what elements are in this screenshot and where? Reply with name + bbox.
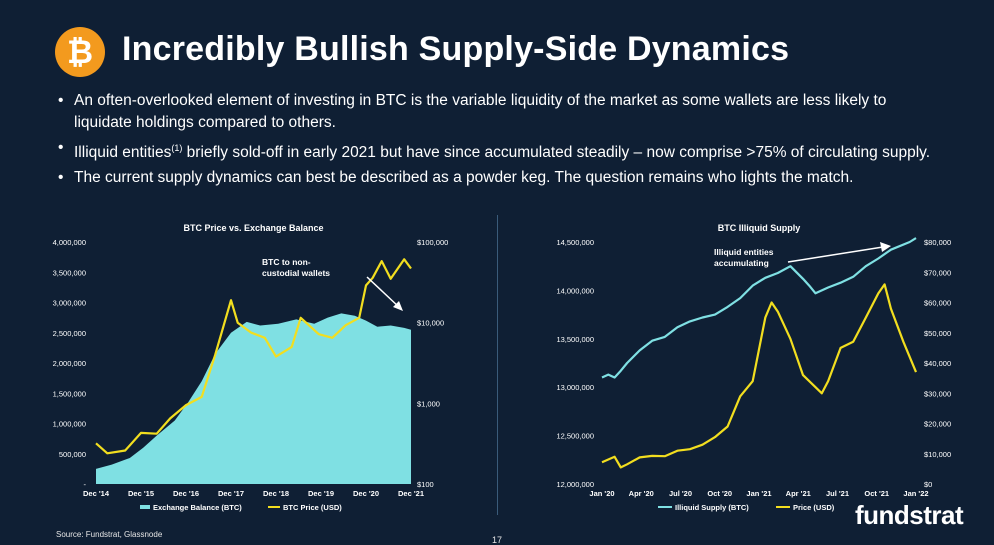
legend-label-illiquid-supply: Illiquid Supply (BTC): [675, 503, 749, 512]
legend-label-btc-price: BTC Price (USD): [283, 503, 342, 512]
legend-swatch-exchange-balance: [140, 505, 150, 509]
x-tick-label: Dec '18: [263, 489, 289, 498]
exchange-balance-chart: BTC Price vs. Exchange Balance 4,000,000 3…: [53, 223, 449, 512]
x-tick-label: Dec '21: [398, 489, 424, 498]
y-left-tick-label: 14,000,000: [556, 286, 594, 295]
x-tick-label: Jan '22: [903, 489, 928, 498]
x-tick-label: Jul '21: [826, 489, 849, 498]
y-right-tick-label: $100,000: [417, 238, 448, 247]
x-tick-label: Dec '16: [173, 489, 199, 498]
chart-divider: [497, 215, 498, 515]
y-right-tick-label: $80,000: [924, 238, 951, 247]
btc-price-line: [95, 258, 412, 455]
y-left-tick-label: -: [84, 480, 87, 489]
footnote-marker: (1): [171, 143, 183, 153]
annotation-arrowhead: [393, 301, 403, 311]
annotation-line-2: custodial wallets: [262, 268, 330, 278]
illiquid-supply-line: [601, 237, 917, 379]
x-tick-label: Jan '21: [746, 489, 771, 498]
y-left-tick-label: 2,500,000: [53, 329, 86, 338]
y-left-tick-label: 13,000,000: [556, 383, 594, 392]
y-right-tick-label: $1,000: [417, 399, 440, 408]
y-left-tick-label: 1,000,000: [53, 420, 86, 429]
bullet-list: An often-overlooked element of investing…: [56, 90, 946, 192]
x-tick-label: Apr '20: [629, 489, 654, 498]
y-right-tick-label: $60,000: [924, 299, 951, 308]
chart-title: BTC Price vs. Exchange Balance: [183, 223, 323, 233]
page-number: 17: [492, 535, 503, 545]
bullet-2: Illiquid entities(1) briefly sold-off in…: [56, 137, 946, 164]
y-left-tick-label: 2,000,000: [53, 359, 86, 368]
y-right-tick-label: $40,000: [924, 359, 951, 368]
illiquid-supply-chart: BTC Illiquid Supply 14,500,000 14,000,000 1…: [556, 223, 951, 512]
bullet-1: An often-overlooked element of investing…: [56, 90, 946, 134]
y-right-tick-label: $100: [417, 480, 434, 489]
y-right-tick-label: $10,000: [417, 319, 444, 328]
bullet-2-rest: briefly sold-off in early 2021 but have …: [182, 144, 931, 162]
x-tick-label: Jan '20: [589, 489, 614, 498]
y-right-tick-label: $50,000: [924, 329, 951, 338]
y-left-tick-label: 4,000,000: [53, 238, 86, 247]
y-left-tick-label: 3,000,000: [53, 299, 86, 308]
y-left-tick-label: 12,000,000: [556, 480, 594, 489]
x-tick-label: Dec '14: [83, 489, 110, 498]
annotation-arrowhead: [880, 242, 891, 252]
price-line: [601, 283, 918, 469]
y-right-tick-label: $70,000: [924, 268, 951, 277]
x-tick-label: Oct '21: [864, 489, 889, 498]
bullet-2-lead: Illiquid entities: [74, 144, 172, 162]
source-note: Source: Fundstrat, Glassnode: [56, 530, 163, 539]
x-tick-label: Dec '20: [353, 489, 379, 498]
annotation-line-1: Illiquid entities: [714, 247, 774, 257]
bitcoin-logo-icon: ₿: [55, 27, 105, 77]
annotation-arrow: [366, 276, 401, 309]
annotation-arrow: [787, 246, 884, 263]
y-left-tick-label: 14,500,000: [556, 238, 594, 247]
brand-wordmark: fundstrat: [855, 500, 964, 530]
legend-label-price: Price (USD): [793, 503, 835, 512]
x-tick-label: Oct '20: [707, 489, 732, 498]
y-right-tick-label: $10,000: [924, 450, 951, 459]
y-left-tick-label: 13,500,000: [556, 335, 594, 344]
x-tick-label: Dec '19: [308, 489, 334, 498]
exchange-balance-area: [96, 313, 411, 484]
y-right-tick-label: $20,000: [924, 420, 951, 429]
y-right-tick-label: $0: [924, 480, 932, 489]
y-left-tick-label: 3,500,000: [53, 268, 86, 277]
x-tick-label: Jul '20: [669, 489, 692, 498]
y-left-tick-label: 12,500,000: [556, 432, 594, 441]
slide-title: Incredibly Bullish Supply-Side Dynamics: [122, 30, 790, 68]
x-tick-label: Dec '15: [128, 489, 154, 498]
y-right-tick-label: $30,000: [924, 389, 951, 398]
y-left-tick-label: 500,000: [59, 450, 86, 459]
x-tick-label: Apr '21: [786, 489, 811, 498]
bullet-3: The current supply dynamics can best be …: [56, 167, 946, 189]
chart-title: BTC Illiquid Supply: [718, 223, 801, 233]
legend-label-exchange-balance: Exchange Balance (BTC): [153, 503, 242, 512]
annotation-line-1: BTC to non-: [262, 257, 311, 267]
x-tick-label: Dec '17: [218, 489, 244, 498]
annotation-line-2: accumulating: [714, 258, 769, 268]
y-left-tick-label: 1,500,000: [53, 389, 86, 398]
